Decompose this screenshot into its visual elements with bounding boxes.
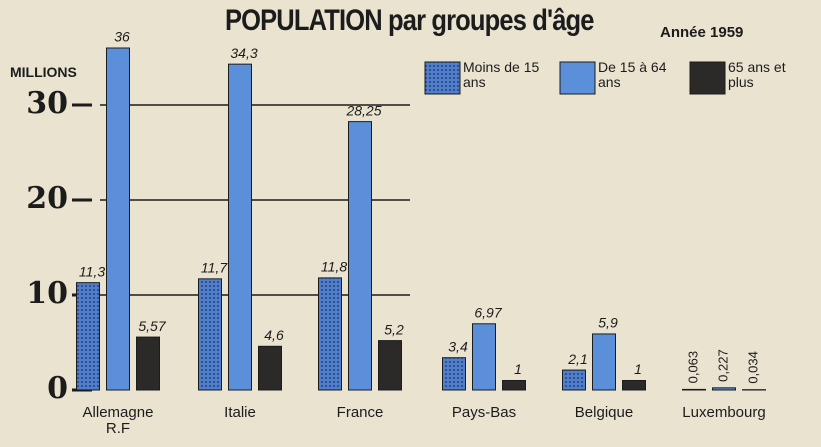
legend-swatch — [689, 61, 726, 95]
data-label: 28,25 — [345, 102, 381, 118]
bar — [378, 340, 402, 391]
bar — [318, 277, 342, 391]
legend-label: De 15 à 64 ans — [598, 59, 667, 90]
data-label: 34,3 — [230, 45, 257, 61]
data-label: 11,7 — [201, 260, 228, 276]
x-tick-label: Belgique — [574, 404, 634, 421]
y-axis-label: MILLIONS — [10, 64, 77, 80]
data-label: 0,034 — [745, 351, 760, 384]
y-tick-label: 20 — [26, 181, 68, 216]
bar — [592, 333, 616, 391]
legend-swatch — [424, 61, 461, 95]
data-label: 11,8 — [321, 259, 347, 275]
data-label: 0,063 — [685, 351, 700, 384]
subtitle: Année 1959 — [660, 24, 744, 41]
data-label: 1 — [634, 361, 642, 377]
data-label: 5,9 — [598, 315, 618, 331]
bar — [682, 388, 706, 391]
bar — [712, 387, 736, 391]
x-tick-label: Italie — [224, 404, 256, 421]
data-label: 5,2 — [384, 321, 404, 337]
data-label: 4,6 — [264, 327, 284, 343]
bar — [472, 323, 496, 391]
bar — [106, 47, 130, 391]
x-tick-label: Allemagne R.F — [82, 404, 154, 437]
bar — [442, 357, 466, 391]
data-label: 36 — [114, 29, 130, 45]
bar — [348, 121, 372, 391]
bar — [562, 369, 586, 391]
x-tick-label: France — [336, 404, 384, 421]
bar — [228, 63, 252, 391]
data-label: 1 — [514, 361, 522, 377]
data-label: 2,1 — [567, 351, 587, 367]
data-label: 0,227 — [715, 349, 730, 382]
legend-swatch — [559, 61, 596, 95]
x-tick-label: Luxembourg — [682, 404, 766, 421]
legend-label: Moins de 15 ans — [463, 59, 540, 90]
bar — [622, 380, 646, 391]
bar — [198, 278, 222, 391]
data-label: 6,97 — [474, 304, 502, 320]
data-label: 11,3 — [79, 263, 105, 279]
legend-label: 65 ans et plus — [728, 59, 786, 90]
x-tick-label: Pays-Bas — [451, 404, 517, 421]
bar — [502, 380, 526, 391]
y-tick-label: 10 — [26, 276, 68, 311]
bar — [258, 345, 282, 391]
bar — [136, 336, 160, 391]
y-tick-label: 0 — [47, 371, 68, 406]
data-label: 3,4 — [448, 338, 468, 354]
bar — [76, 282, 100, 391]
y-tick-label: 30 — [26, 86, 68, 121]
data-label: 5,57 — [138, 318, 166, 334]
chart-title: POPULATION par groupes d'âge — [225, 4, 594, 37]
